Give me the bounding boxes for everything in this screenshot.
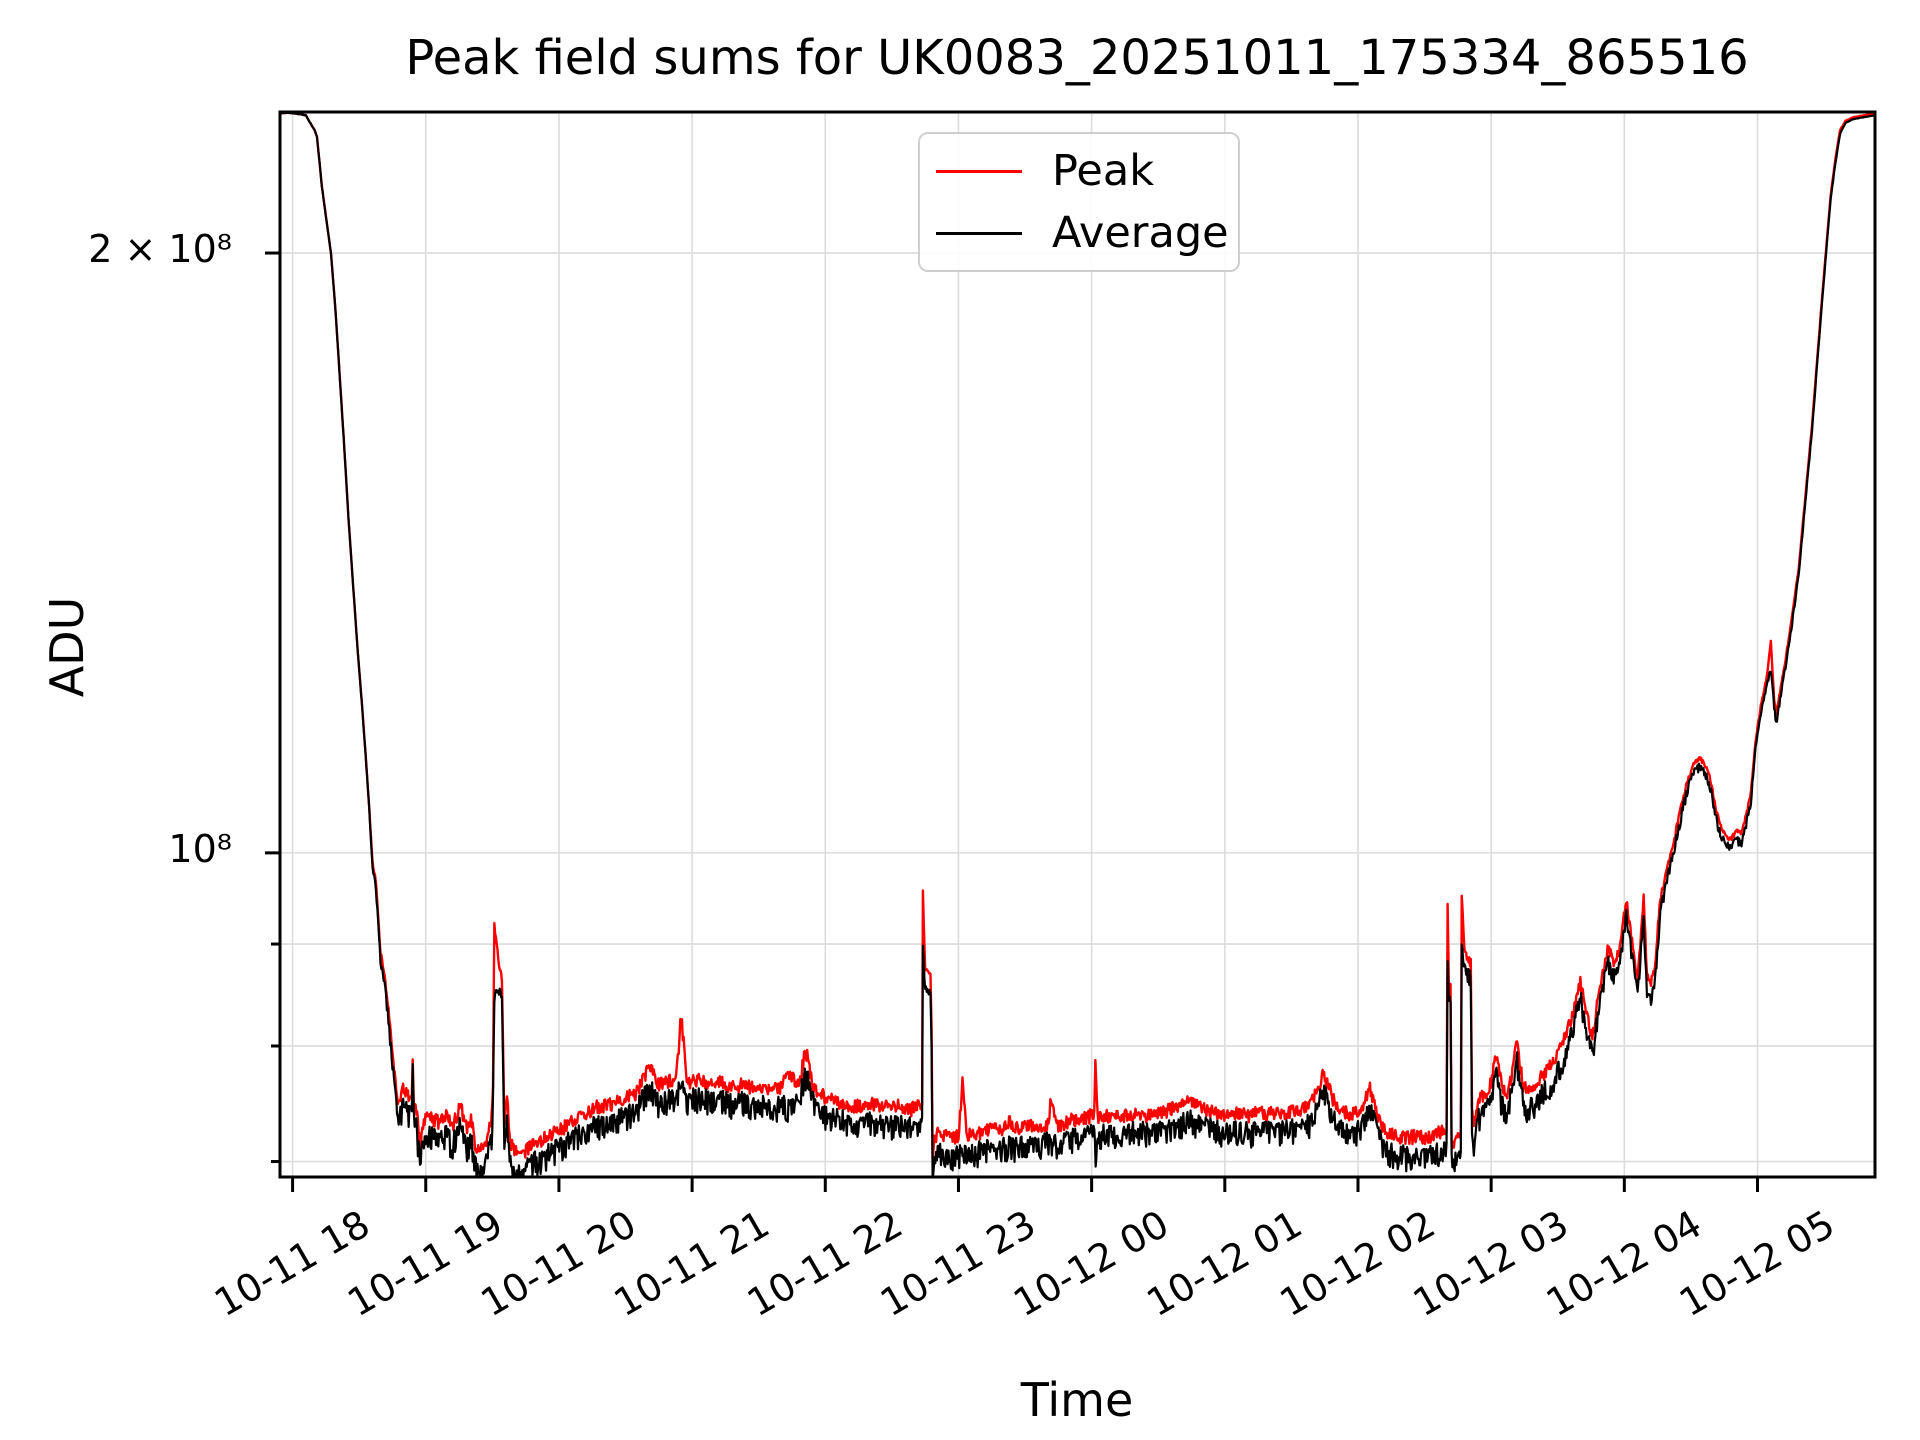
chart-title: Peak field sums for UK0083_20251011_1753… bbox=[405, 30, 1749, 86]
series-average bbox=[280, 112, 1875, 1177]
tick-marks bbox=[265, 251, 1760, 1192]
y-tick-label-1e8: 10⁸ bbox=[168, 827, 232, 871]
series-peak bbox=[280, 112, 1875, 1162]
average-line-sample bbox=[936, 231, 1022, 235]
peak-line-sample bbox=[936, 169, 1022, 173]
y-axis-label: ADU bbox=[40, 596, 94, 698]
legend-label-average: Average bbox=[1052, 208, 1229, 258]
plot-border bbox=[278, 110, 1877, 1179]
legend: Peak Average bbox=[918, 132, 1240, 272]
series-lines bbox=[280, 112, 1875, 1177]
legend-item-peak: Peak bbox=[920, 143, 1238, 199]
y-tick-label-2e8: 2 × 10⁸ bbox=[88, 227, 232, 271]
legend-label-peak: Peak bbox=[1052, 146, 1155, 196]
legend-item-average: Average bbox=[920, 205, 1238, 261]
x-axis-label: Time bbox=[1020, 1373, 1134, 1427]
